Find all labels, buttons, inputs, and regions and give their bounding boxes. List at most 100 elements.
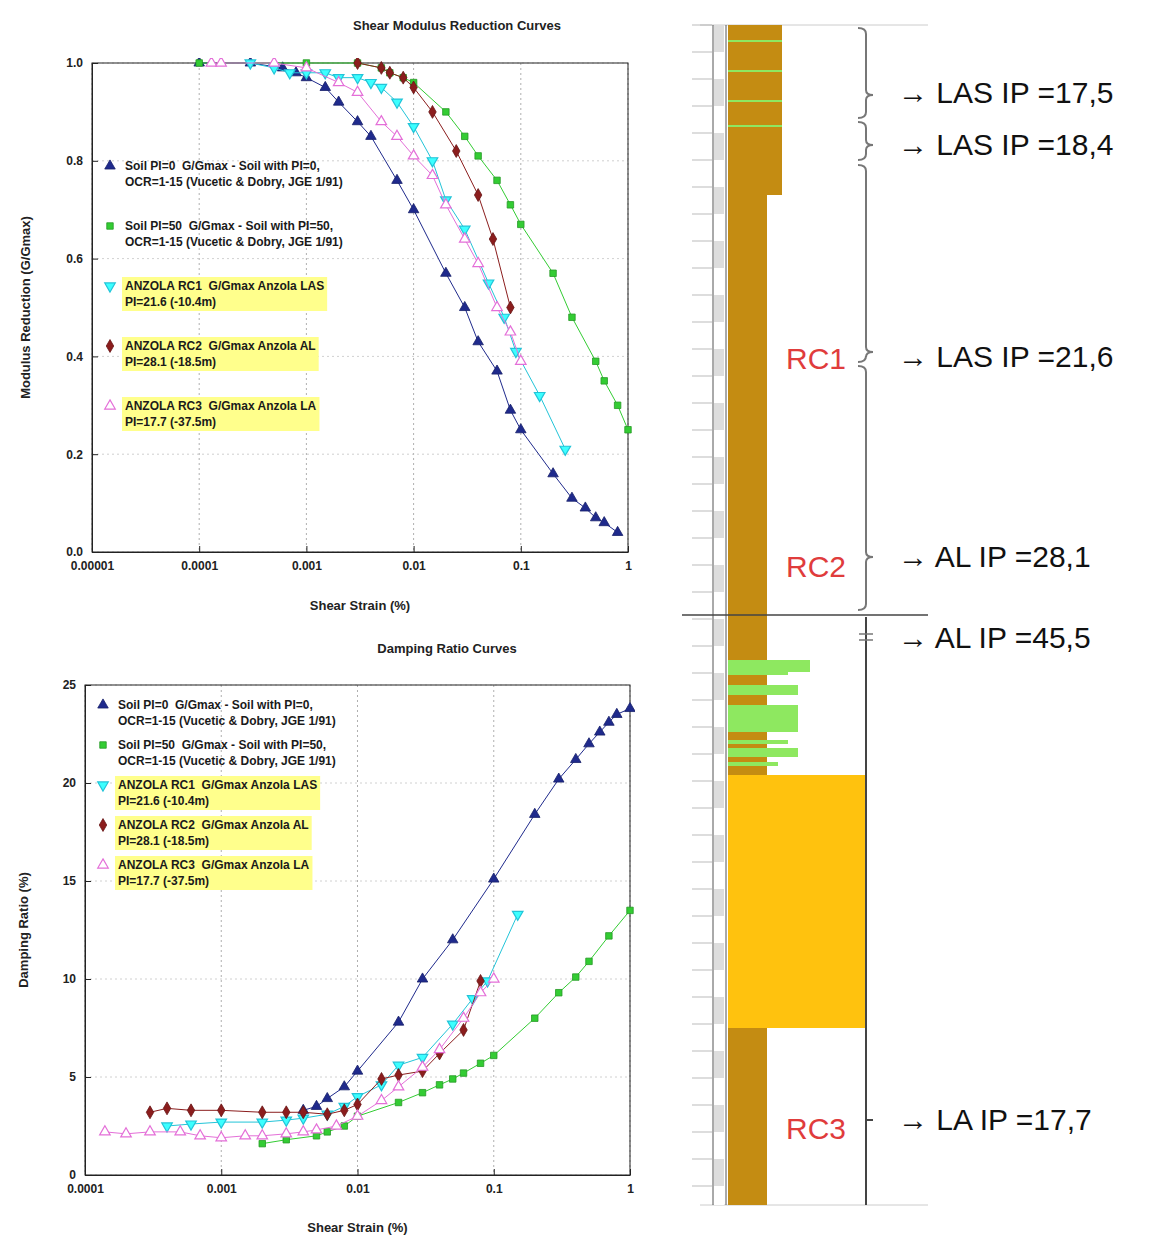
legend-line: OCR=1-15 (Vucetic & Dobry, JGE 1/91) — [125, 235, 343, 249]
tick-label: 1.0 — [66, 56, 83, 70]
point — [352, 86, 363, 95]
core-label: RC1 — [786, 342, 846, 375]
legend-line: ANZOLA RC3 G/Gmax Anzola LA — [125, 399, 316, 413]
point — [460, 1070, 466, 1076]
point — [352, 116, 363, 125]
ruler-segment — [714, 322, 724, 349]
layer-stripe — [728, 125, 782, 127]
point — [354, 58, 361, 69]
point — [474, 189, 481, 202]
point — [393, 1081, 404, 1090]
ruler-segment — [714, 133, 724, 160]
legend-line: ANZOLA RC2 G/Gmax Anzola AL — [125, 339, 316, 353]
point — [460, 1024, 467, 1037]
point — [419, 1089, 425, 1095]
ruler-segment — [714, 79, 724, 106]
grid-line — [413, 63, 414, 552]
point — [408, 150, 419, 159]
point — [195, 1130, 206, 1139]
core-label: RC3 — [786, 1112, 846, 1145]
point — [592, 358, 598, 364]
point — [216, 1132, 227, 1141]
ruler-tick — [692, 997, 712, 998]
point — [606, 933, 612, 939]
point — [300, 1106, 307, 1119]
legend-entry: ANZOLA RC1 G/Gmax Anzola LASPI=21.6 (-10… — [105, 277, 327, 311]
tick-label: 20 — [63, 776, 77, 790]
legend-highlight — [122, 337, 319, 371]
ruler-segment — [714, 52, 724, 79]
tick-label: 0.01 — [402, 559, 426, 573]
point — [206, 58, 217, 66]
point — [283, 1106, 290, 1119]
point — [436, 1082, 442, 1088]
ruler-tick — [692, 79, 712, 80]
legend-entry: ANZOLA RC2 G/Gmax Anzola ALPI=28.1 (-18.… — [106, 337, 318, 371]
series-line — [150, 981, 481, 1114]
ruler-segment — [714, 997, 724, 1024]
legend-label: ANZOLA RC1 G/Gmax Anzola LASPI=21.6 (-10… — [118, 778, 317, 808]
point — [408, 204, 419, 213]
legend-entry: Soil PI=0 G/Gmax - Soil with PI=0,OCR=1-… — [98, 698, 336, 728]
tick-label: 15 — [63, 874, 77, 888]
legend-highlight — [122, 397, 319, 431]
grid-line — [85, 1077, 630, 1078]
tick-label: 0.00001 — [71, 559, 115, 573]
core-label: RC2 — [786, 550, 846, 583]
chart: 0.000010.00010.0010.010.110.00.20.40.60.… — [18, 18, 632, 613]
tick-label: 25 — [63, 678, 77, 692]
tick: 0.001 — [292, 546, 322, 573]
bracket — [865, 617, 867, 1205]
tick-label: 5 — [69, 1070, 76, 1084]
point — [376, 116, 387, 125]
axis: 0.00.20.40.60.81.0 — [66, 56, 98, 559]
ruler-tick — [692, 403, 712, 404]
point — [311, 1100, 322, 1109]
legend-highlight — [115, 856, 312, 890]
x-axis-title: Shear Strain (%) — [307, 1220, 407, 1235]
ruler-segment — [714, 619, 724, 646]
tick: 1 — [625, 546, 632, 573]
point — [352, 1110, 363, 1119]
tick: 1 — [627, 1169, 634, 1196]
bracket — [859, 633, 873, 635]
ruler-segment — [714, 106, 724, 133]
ruler-tick — [692, 1078, 712, 1079]
point — [162, 1123, 173, 1132]
point — [434, 1043, 445, 1052]
point — [216, 1119, 227, 1128]
point — [240, 1130, 251, 1139]
tick-label: 0.01 — [346, 1182, 370, 1196]
bracket — [866, 1119, 873, 1121]
point — [187, 1104, 194, 1117]
soil-column: → LAS IP =17,5→ LAS IP =18,4→ LAS IP =21… — [682, 25, 1113, 1205]
tick-label: 0.0 — [66, 545, 83, 559]
tick: 0.0001 — [181, 546, 218, 573]
background — [0, 0, 1166, 1246]
chart-title: Damping Ratio Curves — [377, 641, 516, 656]
chart-title: Shear Modulus Reduction Curves — [353, 18, 561, 33]
point — [218, 1104, 225, 1117]
tick-label: 0.4 — [66, 350, 83, 364]
tick-mark — [221, 1169, 222, 1175]
layer-label: → AL IP =45,5 — [898, 621, 1091, 654]
legend-marker — [98, 782, 109, 791]
ruler-segment — [714, 1051, 724, 1078]
legend-line: ANZOLA RC1 G/Gmax Anzola LAS — [125, 279, 324, 293]
point — [392, 99, 403, 108]
point — [569, 314, 575, 320]
point — [163, 1102, 170, 1115]
layer-stripe — [728, 40, 782, 42]
ruler-tick — [692, 1051, 712, 1052]
legend-label: ANZOLA RC3 G/Gmax Anzola LAPI=17.7 (-37.… — [125, 399, 316, 429]
bracket — [858, 165, 873, 362]
ruler-segment — [714, 1186, 724, 1205]
point — [257, 1130, 268, 1139]
ruler-segment — [714, 1078, 724, 1105]
ruler-tick — [692, 25, 712, 26]
layer-stripe — [728, 762, 778, 766]
tick-mark — [199, 546, 200, 552]
point — [324, 1108, 331, 1121]
layer-stripe — [728, 672, 788, 675]
point — [324, 1129, 330, 1135]
